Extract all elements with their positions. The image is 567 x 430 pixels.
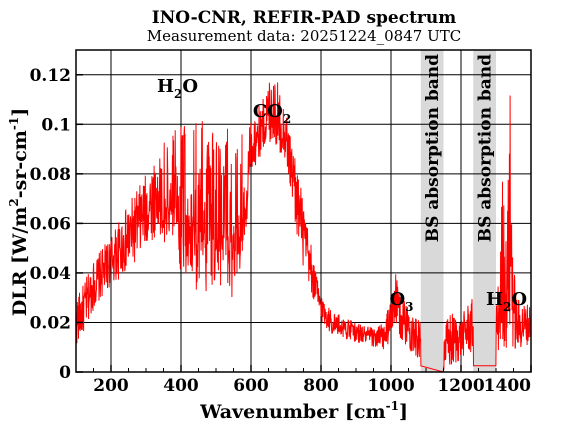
absorption-bands	[420, 50, 496, 372]
annotation-h2o-left-rest: O	[182, 76, 198, 97]
absorption-band-1	[473, 50, 496, 372]
annotation-h2o-left-main: H	[157, 76, 174, 97]
annotation-h2o-left: H2O	[157, 76, 198, 101]
x-axis-label: Wavenumber [cm-1]	[199, 399, 408, 423]
y-tick-label-0: 0	[59, 363, 71, 383]
annotation-co2: CO2	[253, 101, 291, 126]
annotation-h2o-right-main: H	[486, 289, 503, 310]
y-tick-label-6: 0.12	[30, 66, 71, 86]
y-axis-label-p1: DLR [W/m	[9, 207, 31, 317]
band-label-0: BS absorption band	[423, 54, 443, 242]
x-tick-label-4: 1000	[367, 376, 414, 396]
x-tick-label-3: 800	[303, 376, 339, 396]
x-tick-label-6: 1400	[484, 376, 531, 396]
y-axis-label-p2: -sr-cm	[9, 130, 31, 198]
annotation-h2o-right-sub: 2	[503, 300, 511, 314]
y-tick-label-5: 0.1	[41, 115, 71, 135]
annotation-co2-main: CO	[253, 101, 283, 122]
y-tick-label-2: 0.04	[30, 264, 72, 284]
y-axis-label-sup2: -1	[7, 117, 21, 130]
x-axis-label-sup: -1	[386, 399, 399, 413]
annotation-co2-sub: 2	[283, 112, 291, 126]
x-tick-label-2: 600	[233, 376, 269, 396]
annotation-o3-sub: 3	[405, 300, 413, 314]
x-tick-label-0: 200	[93, 376, 129, 396]
chart-subtitle: Measurement data: 20251224_0847 UTC	[147, 27, 461, 45]
axis-ticks: 200 400 600 800 1000 1200 1400 0 0.02 0.04 0.06 0.0…	[30, 66, 532, 396]
band-labels: BS absorption band BS absorption band	[423, 54, 496, 242]
y-axis-label: DLR [W/m2-sr-cm-1]	[7, 108, 31, 316]
x-tick-label-5: 1200	[437, 376, 484, 396]
annotation-o3-main: O	[389, 289, 405, 310]
x-tick-label-1: 400	[163, 376, 199, 396]
y-axis-label-sup1: 2	[7, 198, 21, 206]
y-axis-label-end: ]	[9, 108, 31, 117]
absorption-band-0	[420, 50, 444, 372]
annotation-h2o-right-rest: O	[511, 289, 527, 310]
y-tick-label-4: 0.08	[30, 165, 71, 185]
spectrum-line	[75, 82, 532, 373]
chart-title: INO-CNR, REFIR-PAD spectrum	[152, 8, 456, 28]
x-axis-label-end: ]	[399, 401, 408, 423]
spectrum-series	[75, 82, 532, 373]
annotation-o3: O3	[389, 289, 413, 314]
annotation-h2o-left-sub: 2	[174, 87, 182, 101]
band-label-1: BS absorption band	[476, 54, 496, 242]
x-axis-label-main: Wavenumber [cm	[199, 401, 386, 423]
annotation-h2o-right: H2O	[486, 289, 527, 314]
y-tick-label-3: 0.06	[30, 214, 71, 234]
y-tick-label-1: 0.02	[30, 313, 71, 333]
